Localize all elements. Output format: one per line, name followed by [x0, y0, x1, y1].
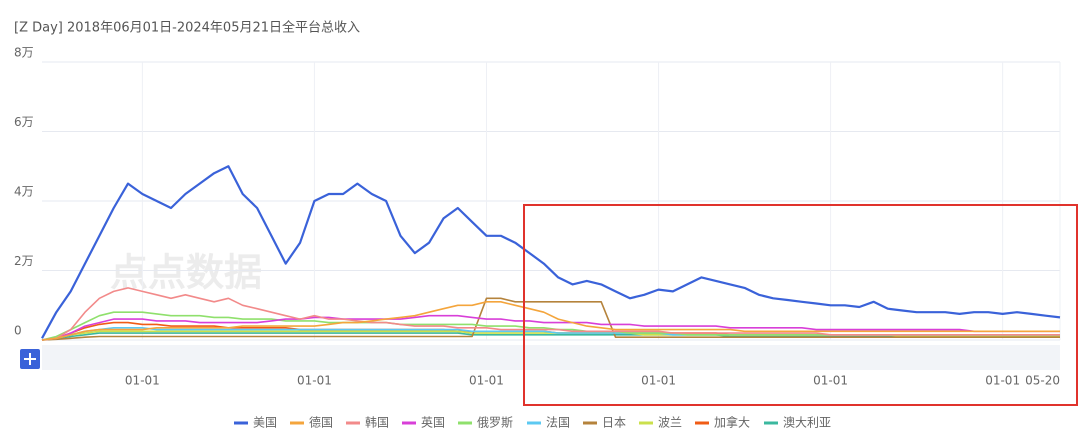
series-line	[41, 297, 1060, 341]
x-tick-label: 01-01	[297, 374, 332, 388]
watermark: 点点数据	[110, 251, 262, 295]
legend-label: 加拿大	[714, 415, 750, 430]
legend-label: 法国	[546, 416, 570, 430]
legend: 美国 德国 韩国 英国 俄罗斯 法国 日本 波兰 加拿大 澳大利亚	[234, 415, 831, 430]
x-tick-label: 05-20	[1025, 374, 1060, 388]
x-tick-label: 01-01	[813, 374, 848, 388]
series-line	[41, 165, 1061, 339]
y-tick-label: 4万	[14, 185, 34, 199]
legend-label: 俄罗斯	[477, 416, 513, 430]
legend-label: 波兰	[658, 416, 682, 430]
legend-label: 德国	[309, 415, 333, 430]
legend-label: 英国	[421, 416, 445, 430]
plus-icon	[24, 353, 36, 365]
legend-label: 韩国	[365, 415, 389, 430]
legend-label: 美国	[253, 416, 277, 430]
grid: 0 2万 4万 6万 8万 01-01 01-01 01-01 01-01 01-01 01-01 0…	[14, 46, 1061, 388]
y-tick-label: 8万	[14, 46, 34, 60]
navigator[interactable]	[42, 345, 1060, 370]
series-line	[41, 287, 1060, 341]
legend-label: 澳大利亚	[783, 416, 831, 430]
x-tick-label: 01-01	[641, 374, 676, 388]
y-tick-label: 2万	[14, 254, 34, 268]
x-tick-label: 01-01	[469, 374, 504, 388]
x-tick-label: 01-01	[125, 374, 160, 388]
plot	[41, 165, 1061, 341]
highlight-box	[523, 204, 1078, 406]
series-line	[41, 314, 1060, 341]
legend-label: 日本	[602, 416, 626, 430]
y-tick-label: 6万	[14, 115, 34, 129]
series-line	[41, 300, 1060, 341]
chart-title: [Z Day] 2018年06月01日-2024年05月21日全平台总收入	[14, 20, 360, 36]
x-tick-label: 01-01	[985, 374, 1020, 388]
y-tick-label: 0	[14, 324, 22, 338]
